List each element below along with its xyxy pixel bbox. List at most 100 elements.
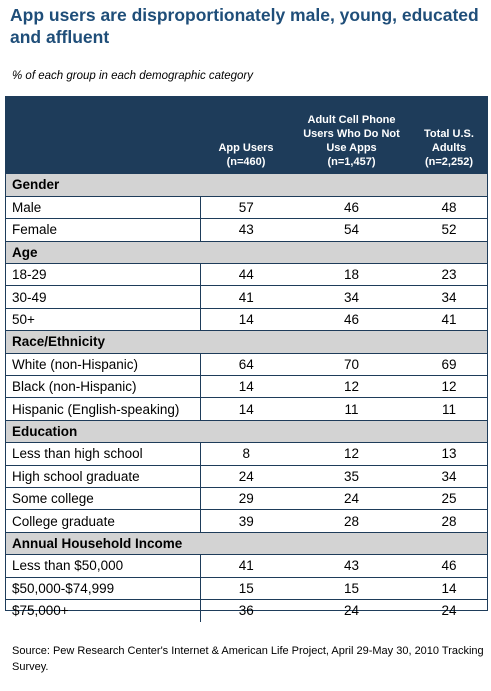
category-label: Education <box>6 420 487 444</box>
data-cell: 28 <box>292 509 411 533</box>
data-cell: 64 <box>200 353 292 377</box>
table-row: 30-49 41 34 34 <box>6 285 487 309</box>
data-cell: 36 <box>238 603 254 619</box>
table-body: Gender Male 57 46 48 Female 43 54 52 Age 18-29 44 18… <box>6 174 487 622</box>
row-label: Female <box>6 218 201 242</box>
header-line: Use Apps <box>326 142 377 154</box>
row-label: Hispanic (English-speaking) <box>6 397 201 421</box>
data-cell: 24 <box>441 603 457 619</box>
data-cell: 23 <box>411 263 487 287</box>
data-cell: 15 <box>200 577 292 600</box>
data-cell: 18 <box>292 263 411 287</box>
table-row: Some college 29 24 25 <box>6 487 487 511</box>
data-cell: 69 <box>411 353 487 377</box>
data-cell: 46 <box>292 196 411 220</box>
category-label: Age <box>6 241 487 265</box>
header-line: App Users <box>218 142 274 154</box>
header-total-adults: Total U.S. Adults (n=2,252) <box>411 97 487 174</box>
category-label: Gender <box>6 174 487 197</box>
row-label: $75,000+ <box>6 599 201 622</box>
row-label: $50,000-$74,999 <box>6 577 201 600</box>
table-row: 50+ 14 46 41 <box>6 308 487 332</box>
header-line: Adult Cell Phone <box>307 114 396 126</box>
data-cell: 28 <box>411 509 487 533</box>
data-cell: 11 <box>292 397 411 421</box>
demographics-table: App Users (n=460) Adult Cell Phone Users… <box>5 96 488 622</box>
data-cell: 34 <box>411 285 487 309</box>
header-line: Adults <box>431 142 467 154</box>
table-row: Less than $50,000 41 43 46 <box>6 554 487 578</box>
row-label: Less than high school <box>6 442 201 466</box>
data-cell: 44 <box>200 263 292 287</box>
table-row: 18-29 44 18 23 <box>6 263 487 287</box>
row-label: Less than $50,000 <box>6 554 201 578</box>
header-app-users: App Users (n=460) <box>200 97 292 174</box>
category-row: Education <box>6 420 487 444</box>
table-row: $50,000-$74,999 15 15 14 <box>6 577 487 600</box>
data-cell: 46 <box>411 554 487 578</box>
table-row: Less than high school 8 12 13 <box>6 442 487 466</box>
header-line: Users Who Do Not <box>303 128 400 140</box>
data-cell: 8 <box>200 442 292 466</box>
header-line: (n=2,252) <box>425 156 473 168</box>
data-cell: 52 <box>411 218 487 242</box>
category-row: Annual Household Income <box>6 532 487 556</box>
data-cell: 54 <box>292 218 411 242</box>
chart-title: App users are disproportionately male, y… <box>10 5 479 47</box>
category-label: Race/Ethnicity <box>6 330 487 354</box>
table-row: Male 57 46 48 <box>6 196 487 220</box>
category-row: Race/Ethnicity <box>6 330 487 354</box>
data-cell: 35 <box>292 465 411 488</box>
data-cell: 43 <box>200 218 292 242</box>
row-label: Male <box>6 196 201 220</box>
data-cell: 14 <box>200 308 292 332</box>
row-label: High school graduate <box>6 465 201 488</box>
chart-subtitle: % of each group in each demographic cate… <box>12 70 254 82</box>
data-cell: 57 <box>200 196 292 220</box>
table-row: High school graduate 24 35 34 <box>6 465 487 488</box>
data-cell: 41 <box>200 554 292 578</box>
data-cell: 12 <box>411 375 487 399</box>
header-non-app-users: Adult Cell Phone Users Who Do Not Use Ap… <box>292 97 411 174</box>
row-label: White (non-Hispanic) <box>6 353 201 377</box>
data-cell: 39 <box>200 509 292 533</box>
table-row: White (non-Hispanic) 64 70 69 <box>6 353 487 377</box>
data-cell: 34 <box>292 285 411 309</box>
row-label: Some college <box>6 487 201 511</box>
category-label: Annual Household Income <box>6 532 487 556</box>
data-cell: 14 <box>200 397 292 421</box>
data-cell: 12 <box>292 375 411 399</box>
row-label: Black (non-Hispanic) <box>6 375 201 399</box>
table-row: College graduate 39 28 28 <box>6 509 487 533</box>
data-cell: 70 <box>292 353 411 377</box>
table-header: App Users (n=460) Adult Cell Phone Users… <box>6 97 487 174</box>
header-line: Total U.S. <box>424 128 474 140</box>
data-cell: 11 <box>411 397 487 421</box>
data-cell: 43 <box>292 554 411 578</box>
row-label: 18-29 <box>6 263 201 287</box>
data-cell: 24 <box>292 487 411 511</box>
data-cell: 48 <box>411 196 487 220</box>
header-line: (n=1,457) <box>327 156 376 168</box>
row-label: College graduate <box>6 509 201 533</box>
data-cell: 14 <box>411 577 487 600</box>
data-cell: 12 <box>292 442 411 466</box>
data-cell: 14 <box>200 375 292 399</box>
category-row: Gender <box>6 174 487 197</box>
data-cell: 41 <box>200 285 292 309</box>
data-cell: 34 <box>411 465 487 488</box>
data-cell: 13 <box>411 442 487 466</box>
header-line: (n=460) <box>226 156 266 168</box>
data-cell: 25 <box>411 487 487 511</box>
data-cell: 15 <box>292 577 411 600</box>
data-cell: 41 <box>411 308 487 332</box>
table-row: Female 43 54 52 <box>6 218 487 242</box>
row-label: 50+ <box>6 308 201 332</box>
table-row: Black (non-Hispanic) 14 12 12 <box>6 375 487 399</box>
row-label: 30-49 <box>6 285 201 309</box>
data-cell: 24 <box>343 603 360 619</box>
source-note: Source: Pew Research Center's Internet &… <box>12 645 484 673</box>
table-row: Hispanic (English-speaking) 14 11 11 <box>6 397 487 421</box>
category-row: Age <box>6 241 487 265</box>
header-empty-cell <box>6 97 200 174</box>
